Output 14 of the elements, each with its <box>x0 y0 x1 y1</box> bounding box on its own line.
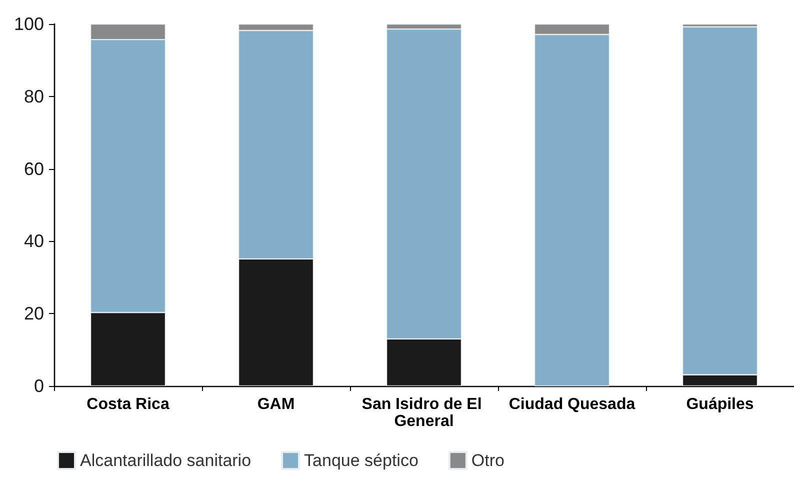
x-tick-label: GAM <box>257 396 295 413</box>
y-tick-label: 0 <box>34 376 44 396</box>
x-tick-label: Costa Rica <box>86 396 170 413</box>
legend-label: Tanque séptico <box>304 451 418 470</box>
legend-label: Otro <box>471 451 504 470</box>
y-tick-label: 20 <box>24 304 44 324</box>
x-tick-label: Guápiles <box>686 396 754 413</box>
y-tick-label: 40 <box>24 231 44 252</box>
legend-label: Alcantarillado sanitario <box>80 451 252 470</box>
y-tick-label: 60 <box>24 158 44 179</box>
x-tick-label: Ciudad Quesada <box>508 396 636 413</box>
x-tick-label: San Isidro de El General <box>362 396 486 430</box>
y-tick-label: 80 <box>24 86 44 106</box>
y-tick-label: 100 <box>14 14 44 34</box>
